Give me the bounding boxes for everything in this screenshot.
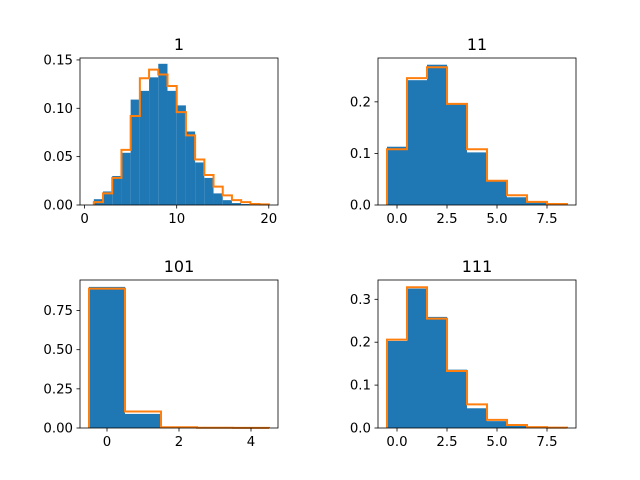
y-tick-label: 0.2 [350, 95, 371, 110]
subplot-bottom-right: 111 0.0 2.5 5.0 7.5 0.0 0.1 0.2 0.3 [350, 257, 577, 450]
histogram-bar [195, 162, 205, 205]
y-tick-label: 0.15 [43, 53, 73, 68]
subplot-top-right: 11 0.0 2.5 5.0 7.5 0.0 0.1 0.2 [350, 35, 577, 227]
y-tick-label: 0.00 [43, 422, 73, 437]
histogram-bar [507, 425, 527, 428]
step-histogram-line [92, 68, 270, 206]
histogram-bar [447, 103, 467, 205]
subplot-title: 111 [462, 257, 493, 276]
histogram-bar [407, 288, 427, 428]
x-tick-label: 7.5 [536, 212, 557, 227]
subplot-title: 11 [467, 35, 487, 54]
x-tick-label: 2.5 [436, 435, 457, 450]
histogram-bar [387, 340, 407, 428]
histogram-bar [427, 316, 447, 428]
x-tick-label: 0 [80, 212, 88, 227]
histogram-bar [487, 421, 507, 428]
histogram-bar [387, 146, 407, 205]
histogram-bar [139, 90, 150, 205]
histogram-bar [204, 177, 214, 205]
histogram-bar [527, 202, 547, 205]
histogram-bar [167, 90, 177, 205]
axes-frame [377, 57, 577, 206]
x-tick-label: 0 [103, 435, 111, 450]
x-tick-label: 5.0 [486, 212, 507, 227]
subplot-top-left: 10 10 200.000.050.100.15 [43, 35, 279, 227]
y-tick-label: 0.25 [43, 382, 73, 397]
histogram-bar [487, 181, 507, 205]
subplot-bottom-left: 101 0 2 4 0.00 0.25 0.50 0.75 [43, 257, 279, 450]
histogram-bar [158, 63, 168, 205]
y-tick-label: 0.0 [350, 199, 371, 214]
x-tick-label: 2.5 [436, 212, 457, 227]
histogram-bar [89, 286, 125, 428]
histogram-bar [125, 413, 161, 428]
x-tick-label: 10 [168, 212, 185, 227]
histogram-bar [467, 408, 487, 428]
histogram-bar [222, 200, 232, 205]
axes-frame [377, 279, 577, 429]
histogram-bar [130, 99, 140, 205]
subplot-title: 101 [164, 257, 195, 276]
subplot-title: 1 [174, 35, 184, 54]
histogram-bar [407, 80, 427, 205]
histogram-bar [427, 64, 447, 206]
y-tick-label: 0.75 [43, 304, 73, 319]
y-tick-label: 0.2 [350, 336, 371, 351]
x-tick-label: 4 [247, 435, 255, 450]
histogram-bar [149, 77, 159, 205]
histogram-bar [112, 175, 122, 205]
histogram-bar [213, 193, 223, 205]
y-tick-label: 0.1 [350, 147, 371, 162]
y-tick-label: 0.1 [350, 379, 371, 394]
histogram-bar [185, 131, 196, 205]
step-histogram-line [386, 286, 568, 429]
axes-frame [79, 57, 279, 206]
histogram-bar [121, 152, 131, 205]
x-tick-label: 2 [175, 435, 183, 450]
histogram-bar [507, 197, 527, 205]
histogram-bar [241, 204, 251, 205]
y-tick-label: 0.00 [43, 199, 73, 214]
histogram-bar [467, 152, 487, 205]
y-tick-label: 0.10 [43, 102, 73, 117]
histogram-bar [176, 105, 186, 205]
y-tick-label: 0.05 [43, 150, 73, 165]
x-tick-label: 7.5 [536, 435, 557, 450]
step-histogram-line [386, 66, 568, 205]
histogram-bar [103, 191, 113, 205]
histogram-bar [447, 369, 467, 428]
y-tick-label: 0.50 [43, 343, 73, 358]
x-tick-label: 0.0 [386, 212, 407, 227]
y-tick-label: 0.0 [350, 422, 371, 437]
x-tick-label: 20 [260, 212, 277, 227]
y-tick-label: 0.3 [350, 293, 371, 308]
x-tick-label: 0.0 [386, 435, 407, 450]
x-tick-label: 5.0 [486, 435, 507, 450]
histogram-bar [231, 203, 242, 205]
